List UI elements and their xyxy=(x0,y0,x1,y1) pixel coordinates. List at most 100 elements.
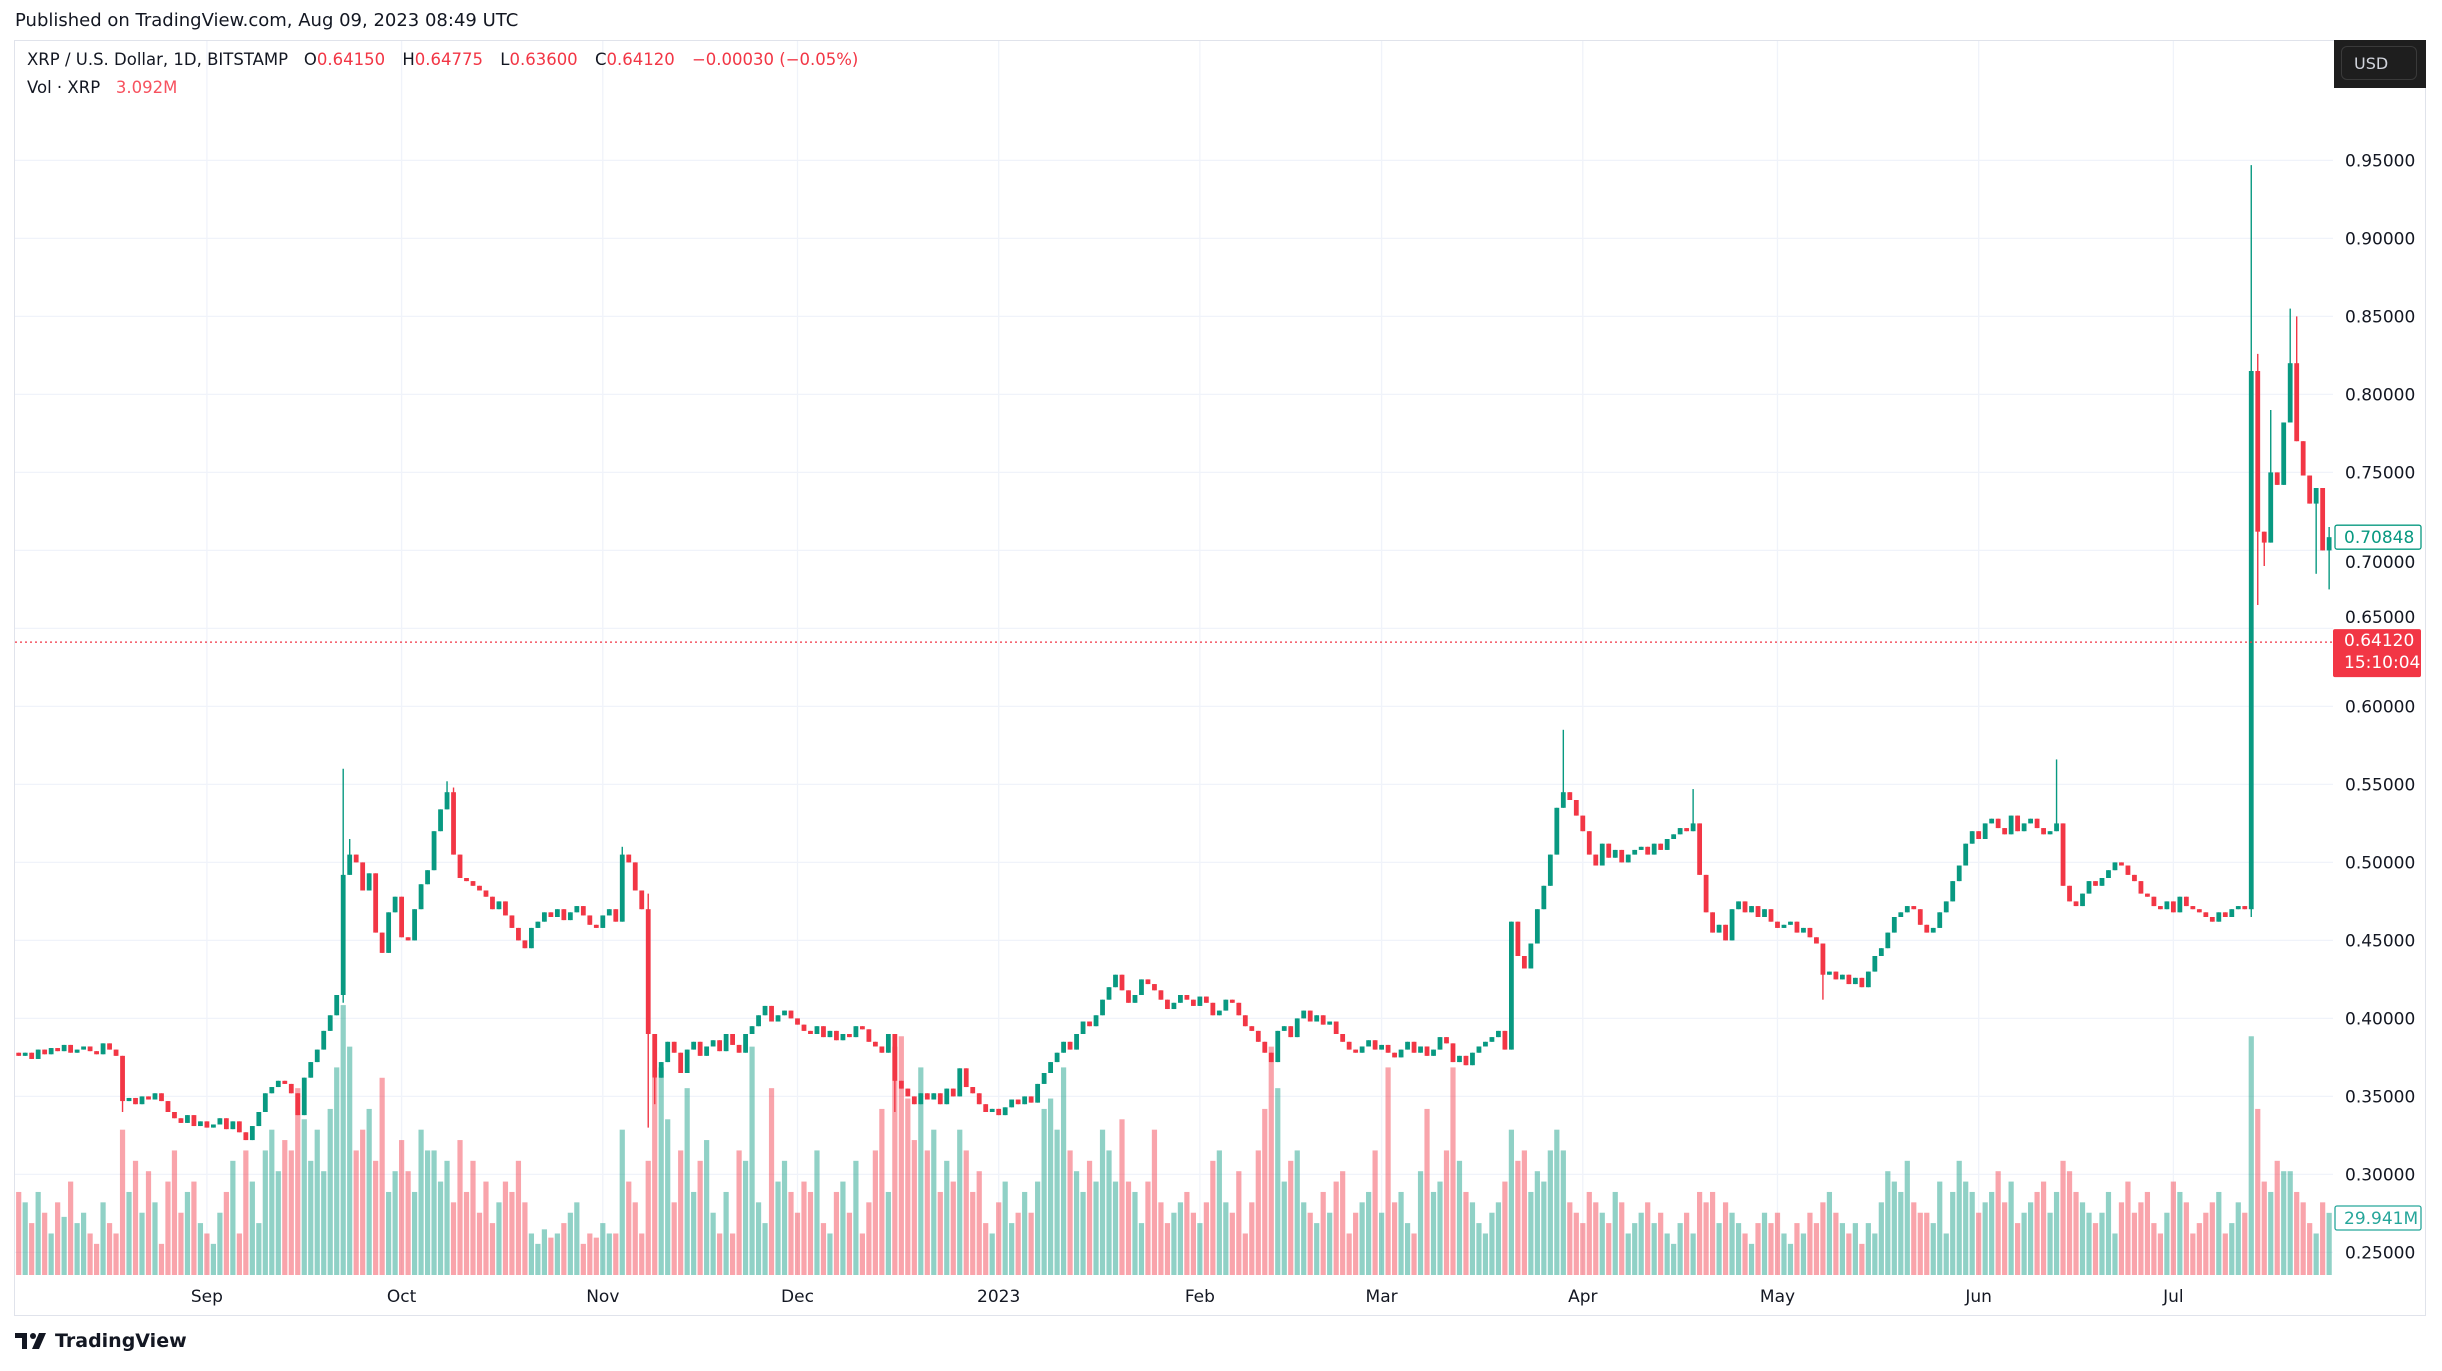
volume-bar xyxy=(1333,1181,1339,1275)
candle-body xyxy=(2138,881,2144,894)
candle-body xyxy=(1431,1049,1436,1056)
volume-bar xyxy=(1145,1181,1151,1275)
candle-body xyxy=(1346,1041,1352,1050)
volume-bar xyxy=(74,1223,80,1275)
candle-body xyxy=(503,901,508,916)
volume-bar xyxy=(885,1191,891,1275)
volume-bar xyxy=(2307,1223,2313,1275)
candle-body xyxy=(671,1041,677,1053)
candle-body xyxy=(529,927,534,949)
volume-bar xyxy=(1391,1202,1398,1275)
candle-body xyxy=(353,854,359,863)
candle-body xyxy=(1859,977,1865,988)
candle-body xyxy=(1223,999,1229,1011)
candle-body xyxy=(262,1093,268,1112)
candle-body xyxy=(885,1034,891,1053)
volume-bar xyxy=(1340,1171,1346,1275)
volume-bar xyxy=(463,1191,470,1275)
candle-body xyxy=(1061,1041,1066,1053)
candle-body xyxy=(2099,878,2105,886)
candle-body xyxy=(464,878,469,882)
candle-body xyxy=(1963,843,1969,866)
price-axis[interactable]: 0.25000 0.30000 0.35000 0.40000 0.45000 0.500… xyxy=(2345,151,2415,1263)
candle-body xyxy=(379,932,385,953)
volume-bar xyxy=(1469,1202,1476,1275)
last-close-label: 0.70848 xyxy=(2344,528,2414,548)
volume-bar xyxy=(905,1098,911,1275)
candle-body xyxy=(2151,896,2157,907)
candle-body xyxy=(373,873,379,933)
candle-body xyxy=(360,862,366,891)
candle-body xyxy=(2300,441,2306,476)
candle-body xyxy=(665,1041,671,1063)
candle-body xyxy=(970,1087,976,1094)
candle-body xyxy=(2209,917,2215,922)
volume-bar xyxy=(139,1212,145,1275)
candle-body xyxy=(1178,995,1183,1003)
volume-bar xyxy=(1301,1202,1307,1275)
volume-bar xyxy=(1476,1223,1482,1275)
candle-body xyxy=(1379,1044,1384,1050)
tradingview-logo[interactable]: TradingView xyxy=(15,1330,187,1352)
volume-bar xyxy=(626,1181,632,1275)
volume-bar xyxy=(1865,1223,1871,1275)
volume-bar xyxy=(55,1202,61,1275)
candle-body xyxy=(172,1112,177,1119)
candle-body xyxy=(1554,807,1560,855)
candle-body xyxy=(704,1046,710,1056)
grid-lines xyxy=(15,41,2333,1275)
volume-title[interactable]: Vol · XRP xyxy=(27,78,101,97)
volume-bar xyxy=(970,1191,976,1275)
volume-bar xyxy=(645,1160,651,1275)
y-tick-label: 0.65000 xyxy=(2345,608,2415,628)
candle-body xyxy=(1762,909,1767,917)
symbol-title[interactable]: XRP / U.S. Dollar, 1D, BITSTAMP xyxy=(27,50,289,69)
candle-body xyxy=(1113,974,1118,988)
volume-bar xyxy=(1541,1181,1547,1275)
volume-bar xyxy=(1813,1223,1820,1275)
candle-body xyxy=(1385,1044,1391,1053)
candle-body xyxy=(710,1040,716,1047)
volume-bar xyxy=(22,1202,28,1275)
volume-bar xyxy=(833,1191,840,1275)
volume-bar xyxy=(671,1202,677,1275)
candle-body xyxy=(2047,831,2053,835)
volume-bar xyxy=(1320,1191,1326,1275)
candle-body xyxy=(1528,943,1534,969)
candle-body xyxy=(872,1041,878,1047)
candle-body xyxy=(1969,831,1975,844)
candle-body xyxy=(48,1048,54,1055)
volume-bar xyxy=(1203,1202,1209,1275)
currency-button[interactable]: USD xyxy=(2334,40,2426,88)
candle-body xyxy=(1009,1099,1015,1108)
volume-bar xyxy=(1184,1191,1190,1275)
volume-bar xyxy=(418,1129,424,1275)
volume-bar xyxy=(1729,1212,1735,1275)
candle-body xyxy=(1035,1083,1041,1103)
volume-bar xyxy=(1684,1212,1690,1275)
volume-bar xyxy=(282,1140,288,1275)
volume-bar xyxy=(1411,1233,1417,1275)
candle-body xyxy=(198,1121,203,1127)
volume-bar xyxy=(775,1181,781,1275)
y-tick-label: 0.25000 xyxy=(2345,1243,2415,1263)
volume-bar xyxy=(1645,1202,1651,1275)
candle-body xyxy=(509,915,515,928)
volume-bar xyxy=(230,1160,236,1275)
candle-body xyxy=(1093,1015,1099,1027)
volume-bar xyxy=(178,1212,184,1275)
volume-bar xyxy=(1281,1181,1287,1275)
candle-body xyxy=(1100,999,1105,1016)
volume-bar xyxy=(360,1129,366,1275)
candle-body xyxy=(1956,865,1962,882)
candle-body xyxy=(1398,1049,1404,1058)
low-label: L xyxy=(500,50,510,69)
volume-bar xyxy=(950,1181,956,1275)
x-tick-label: Sep xyxy=(191,1287,223,1307)
x-tick-label: Jul xyxy=(2162,1287,2184,1307)
candle-body xyxy=(1833,971,1839,980)
volume-bar xyxy=(606,1233,612,1275)
candle-body xyxy=(866,1029,872,1042)
time-axis[interactable]: Sep Oct Nov Dec 2023 Feb Mar Apr May Jun Jul xyxy=(191,1287,2184,1307)
